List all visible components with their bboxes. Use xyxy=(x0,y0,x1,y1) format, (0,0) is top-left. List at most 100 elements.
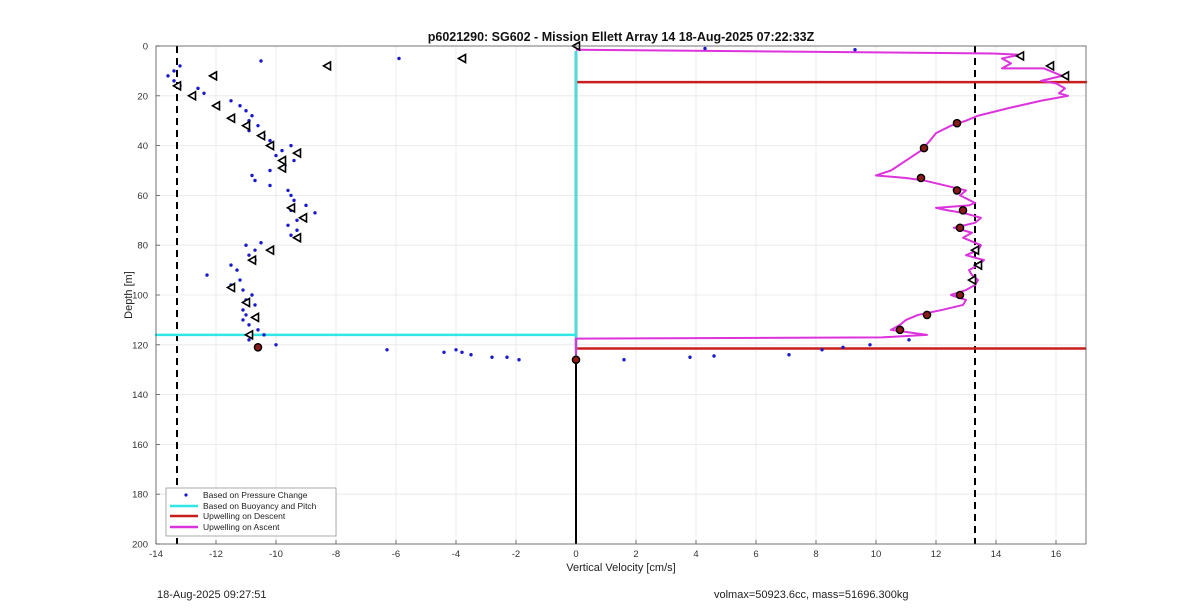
descent-marker xyxy=(321,60,332,72)
pressure-point xyxy=(274,343,278,347)
pressure-point xyxy=(703,46,707,51)
pressure-point xyxy=(712,354,716,358)
pressure-point xyxy=(289,143,293,148)
y-tick-label: 80 xyxy=(137,241,148,252)
y-tick-label: 20 xyxy=(137,91,148,102)
descent-marker xyxy=(246,254,257,266)
volmax-mass-footer: volmax=50923.6cc, mass=51696.300kg xyxy=(714,589,909,601)
y-tick-label: 140 xyxy=(132,390,148,401)
ascent-marker xyxy=(253,342,263,352)
x-tick-label: -2 xyxy=(512,549,520,560)
pressure-point xyxy=(238,104,242,108)
x-tick-label: -14 xyxy=(149,549,163,560)
ascent-marker xyxy=(916,173,926,183)
pressure-point xyxy=(313,211,317,215)
x-tick-label: 10 xyxy=(871,549,882,560)
descent-marker xyxy=(186,90,197,102)
pressure-point xyxy=(166,74,170,78)
pressure-point xyxy=(202,91,206,96)
ascent-marker xyxy=(895,325,905,335)
pressure-point xyxy=(292,158,296,163)
pressure-point xyxy=(241,308,245,312)
descent-marker xyxy=(291,232,302,244)
timestamp-footer: 18-Aug-2025 09:27:51 xyxy=(157,589,267,601)
pressure-point xyxy=(259,59,263,63)
y-tick-label: 40 xyxy=(137,141,148,152)
x-axis-label: Vertical Velocity [cm/s] xyxy=(566,562,675,574)
pressure-point xyxy=(256,328,260,332)
pressure-point xyxy=(241,318,245,322)
legend-label-descent: Upwelling on Descent xyxy=(203,511,286,521)
x-tick-label: -12 xyxy=(209,549,223,560)
pressure-point xyxy=(196,86,200,91)
pressure-point xyxy=(688,355,692,359)
pressure-point xyxy=(229,99,233,103)
y-tick-label: 60 xyxy=(137,191,148,202)
legend-label-ascent: Upwelling on Ascent xyxy=(203,522,280,532)
pressure-point xyxy=(517,358,521,362)
pressure-point xyxy=(853,48,857,52)
pressure-point xyxy=(178,64,182,68)
descent-marker xyxy=(285,202,296,214)
y-axis-label: Depth [m] xyxy=(123,271,135,319)
y-tick-label: 100 xyxy=(132,291,148,302)
pressure-point xyxy=(259,241,263,245)
pressure-point xyxy=(253,248,257,252)
pressure-point xyxy=(172,69,176,73)
pressure-point xyxy=(268,183,272,188)
pressure-point xyxy=(286,223,290,227)
pressure-point xyxy=(490,355,494,359)
pressure-point xyxy=(250,293,254,297)
descent-marker xyxy=(276,162,287,174)
pressure-point xyxy=(247,253,251,257)
pressure-point xyxy=(253,303,257,307)
descent-marker xyxy=(1044,60,1055,72)
ascent-marker xyxy=(922,310,932,320)
pressure-point xyxy=(304,203,308,208)
x-tick-label: 14 xyxy=(991,549,1002,560)
pressure-point xyxy=(268,138,272,143)
pressure-point xyxy=(280,148,284,153)
pressure-point xyxy=(454,348,458,352)
descent-marker xyxy=(249,312,260,323)
descent-marker xyxy=(240,120,251,132)
descent-marker xyxy=(207,70,218,82)
x-tick-label: 12 xyxy=(931,549,942,560)
pressure-point xyxy=(505,355,509,359)
pressure-point xyxy=(253,178,257,183)
plot-frame xyxy=(155,45,1087,545)
pressure-point xyxy=(385,348,389,352)
descent-marker xyxy=(240,297,251,308)
x-tick-label: -10 xyxy=(269,549,283,560)
pressure-point xyxy=(442,350,446,354)
pressure-point xyxy=(262,333,266,337)
y-tick-label: 200 xyxy=(132,540,148,551)
x-tick-label: -6 xyxy=(392,549,400,560)
x-tick-label: 0 xyxy=(573,549,578,560)
descent-marker xyxy=(966,274,977,286)
pressure-point xyxy=(247,338,251,342)
x-tick-label: -8 xyxy=(332,549,340,560)
x-tick-label: 4 xyxy=(693,549,698,560)
pressure-point xyxy=(289,233,293,237)
legend-label-pressure: Based on Pressure Change xyxy=(203,490,308,500)
pressure-point xyxy=(622,358,626,362)
pressure-point xyxy=(841,345,845,349)
pressure-point xyxy=(907,338,911,342)
pressure-point xyxy=(292,198,296,203)
pressure-point xyxy=(295,218,299,222)
pressure-point xyxy=(286,188,290,193)
y-tick-label: 180 xyxy=(132,490,148,501)
ascent-marker xyxy=(952,186,962,195)
descent-marker xyxy=(210,100,221,112)
pressure-point xyxy=(244,313,248,317)
descent-marker xyxy=(456,53,467,64)
pressure-point xyxy=(289,193,293,198)
descent-marker xyxy=(264,140,275,151)
pressure-point xyxy=(172,79,176,83)
descent-marker xyxy=(225,282,236,293)
ascent-series-line xyxy=(575,48,1069,360)
pressure-point xyxy=(787,353,791,357)
ascent-marker xyxy=(919,143,929,153)
